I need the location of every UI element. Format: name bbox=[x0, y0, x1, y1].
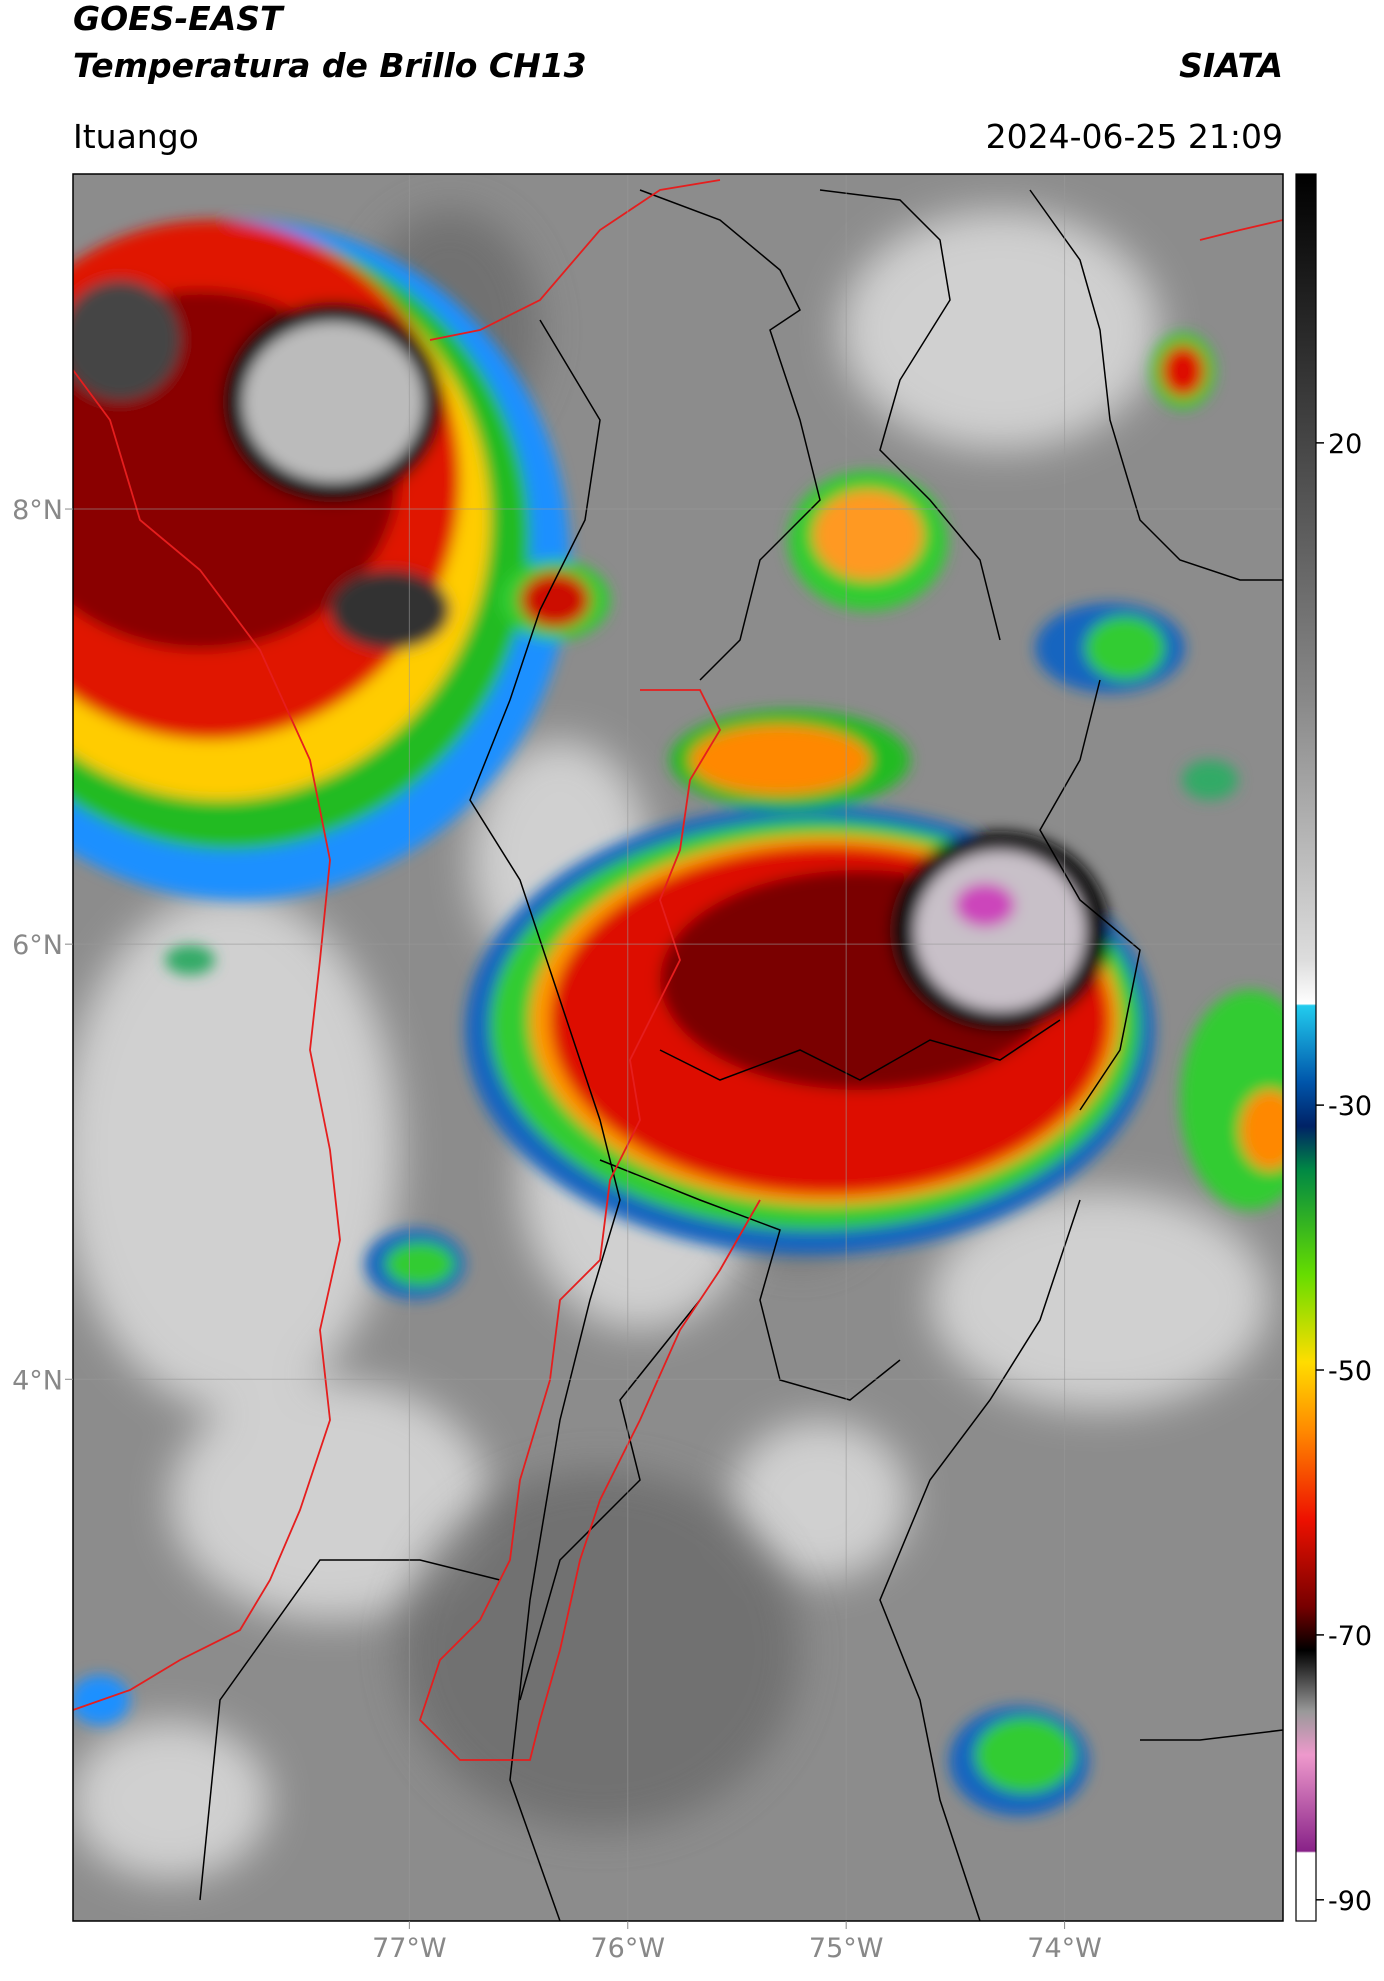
y-tick-label: 4°N bbox=[12, 1365, 63, 1396]
x-tick-label: 76°W bbox=[590, 1933, 665, 1964]
colorbar-label: -50 bbox=[1328, 1356, 1372, 1387]
colorbar-label: -70 bbox=[1328, 1621, 1372, 1652]
graticule bbox=[73, 174, 1283, 1921]
y-tick-label: 6°N bbox=[12, 930, 63, 961]
colorbar-label: -30 bbox=[1328, 1091, 1372, 1122]
x-tick-label: 75°W bbox=[809, 1933, 884, 1964]
colorbar-label: -90 bbox=[1328, 1886, 1372, 1917]
source: SIATA bbox=[1179, 46, 1283, 85]
datetime: 2024-06-25 21:09 bbox=[986, 117, 1283, 156]
subtitle: Temperatura de Brillo CH13 bbox=[73, 46, 587, 85]
map-frame bbox=[72, 173, 1284, 1922]
x-tick-label: 74°W bbox=[1027, 1933, 1102, 1964]
axis-labels: 77°W 76°W 75°W 74°W 8°N 6°N 4°N 20 -30 -50 -70 -90 bbox=[12, 429, 1372, 1964]
satellite-image bbox=[73, 174, 1283, 1921]
y-tick-label: 8°N bbox=[12, 495, 63, 526]
colorbar bbox=[1295, 173, 1317, 1922]
location: Ituango bbox=[73, 117, 199, 156]
title: GOES-EAST bbox=[73, 0, 285, 38]
colorbar-label: 20 bbox=[1328, 429, 1362, 460]
x-tick-label: 77°W bbox=[372, 1933, 447, 1964]
